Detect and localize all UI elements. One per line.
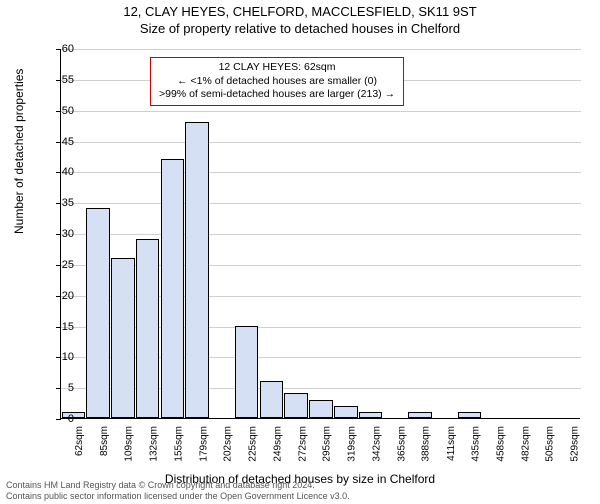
ytick-label: 55 [44, 74, 74, 86]
gridline-h [61, 111, 581, 112]
xtick-label: 109sqm [124, 426, 135, 462]
ytick-label: 45 [44, 136, 74, 148]
xtick-label: 85sqm [99, 426, 110, 456]
ytick-label: 20 [44, 290, 74, 302]
ytick-label: 60 [44, 43, 74, 55]
bar [359, 412, 383, 418]
ytick-label: 50 [44, 105, 74, 117]
footer-line1: Contains HM Land Registry data © Crown c… [6, 480, 350, 491]
xtick-label: 202sqm [223, 426, 234, 462]
ytick-label: 15 [44, 321, 74, 333]
xtick-label: 319sqm [347, 426, 358, 462]
xtick-label: 411sqm [446, 426, 457, 461]
gridline-h [61, 49, 581, 50]
xtick-label: 505sqm [545, 426, 556, 462]
bar [408, 412, 432, 418]
xtick-label: 272sqm [297, 426, 308, 462]
bar [136, 239, 160, 418]
bar [235, 326, 259, 419]
xtick-label: 295sqm [322, 426, 333, 462]
xtick-label: 132sqm [149, 426, 160, 462]
ytick-label: 25 [44, 259, 74, 271]
bar [86, 208, 110, 418]
ytick-label: 30 [44, 228, 74, 240]
xtick-label: 342sqm [372, 426, 383, 462]
gridline-h [61, 142, 581, 143]
y-axis-label: Number of detached properties [12, 69, 26, 234]
gridline-h [61, 172, 581, 173]
xtick-label: 482sqm [520, 426, 531, 462]
attribution-footer: Contains HM Land Registry data © Crown c… [6, 480, 350, 502]
ytick-label: 5 [44, 382, 74, 394]
callout-line1: 12 CLAY HEYES: 62sqm [159, 61, 395, 75]
footer-line2: Contains public sector information licen… [6, 491, 350, 502]
xtick-label: 225sqm [248, 426, 259, 462]
bar [309, 400, 333, 419]
xtick-label: 62sqm [74, 426, 85, 456]
ytick-label: 0 [44, 413, 74, 425]
bar [284, 393, 308, 418]
ytick-label: 35 [44, 197, 74, 209]
gridline-h [61, 203, 581, 204]
xtick-label: 155sqm [173, 426, 184, 462]
chart-area: 62sqm85sqm109sqm132sqm155sqm179sqm202sqm… [60, 49, 580, 419]
xtick-label: 179sqm [198, 426, 209, 462]
xtick-label: 529sqm [570, 426, 581, 462]
title-address: 12, CLAY HEYES, CHELFORD, MACCLESFIELD, … [0, 4, 600, 19]
title-subtitle: Size of property relative to detached ho… [0, 21, 600, 36]
bar [185, 122, 209, 418]
bar [161, 159, 185, 418]
gridline-h [61, 234, 581, 235]
xtick-label: 365sqm [396, 426, 407, 462]
xtick-label: 249sqm [272, 426, 283, 462]
ytick-label: 10 [44, 351, 74, 363]
bar [111, 258, 135, 418]
bar [334, 406, 358, 418]
bar [260, 381, 284, 418]
xtick-label: 388sqm [421, 426, 432, 462]
xtick-label: 458sqm [495, 426, 506, 462]
callout-line2: ← <1% of detached houses are smaller (0) [159, 75, 395, 89]
callout-box: 12 CLAY HEYES: 62sqm ← <1% of detached h… [150, 57, 404, 106]
xtick-label: 435sqm [471, 426, 482, 462]
callout-line3: >99% of semi-detached houses are larger … [159, 88, 395, 102]
bar [458, 412, 482, 418]
ytick-label: 40 [44, 166, 74, 178]
